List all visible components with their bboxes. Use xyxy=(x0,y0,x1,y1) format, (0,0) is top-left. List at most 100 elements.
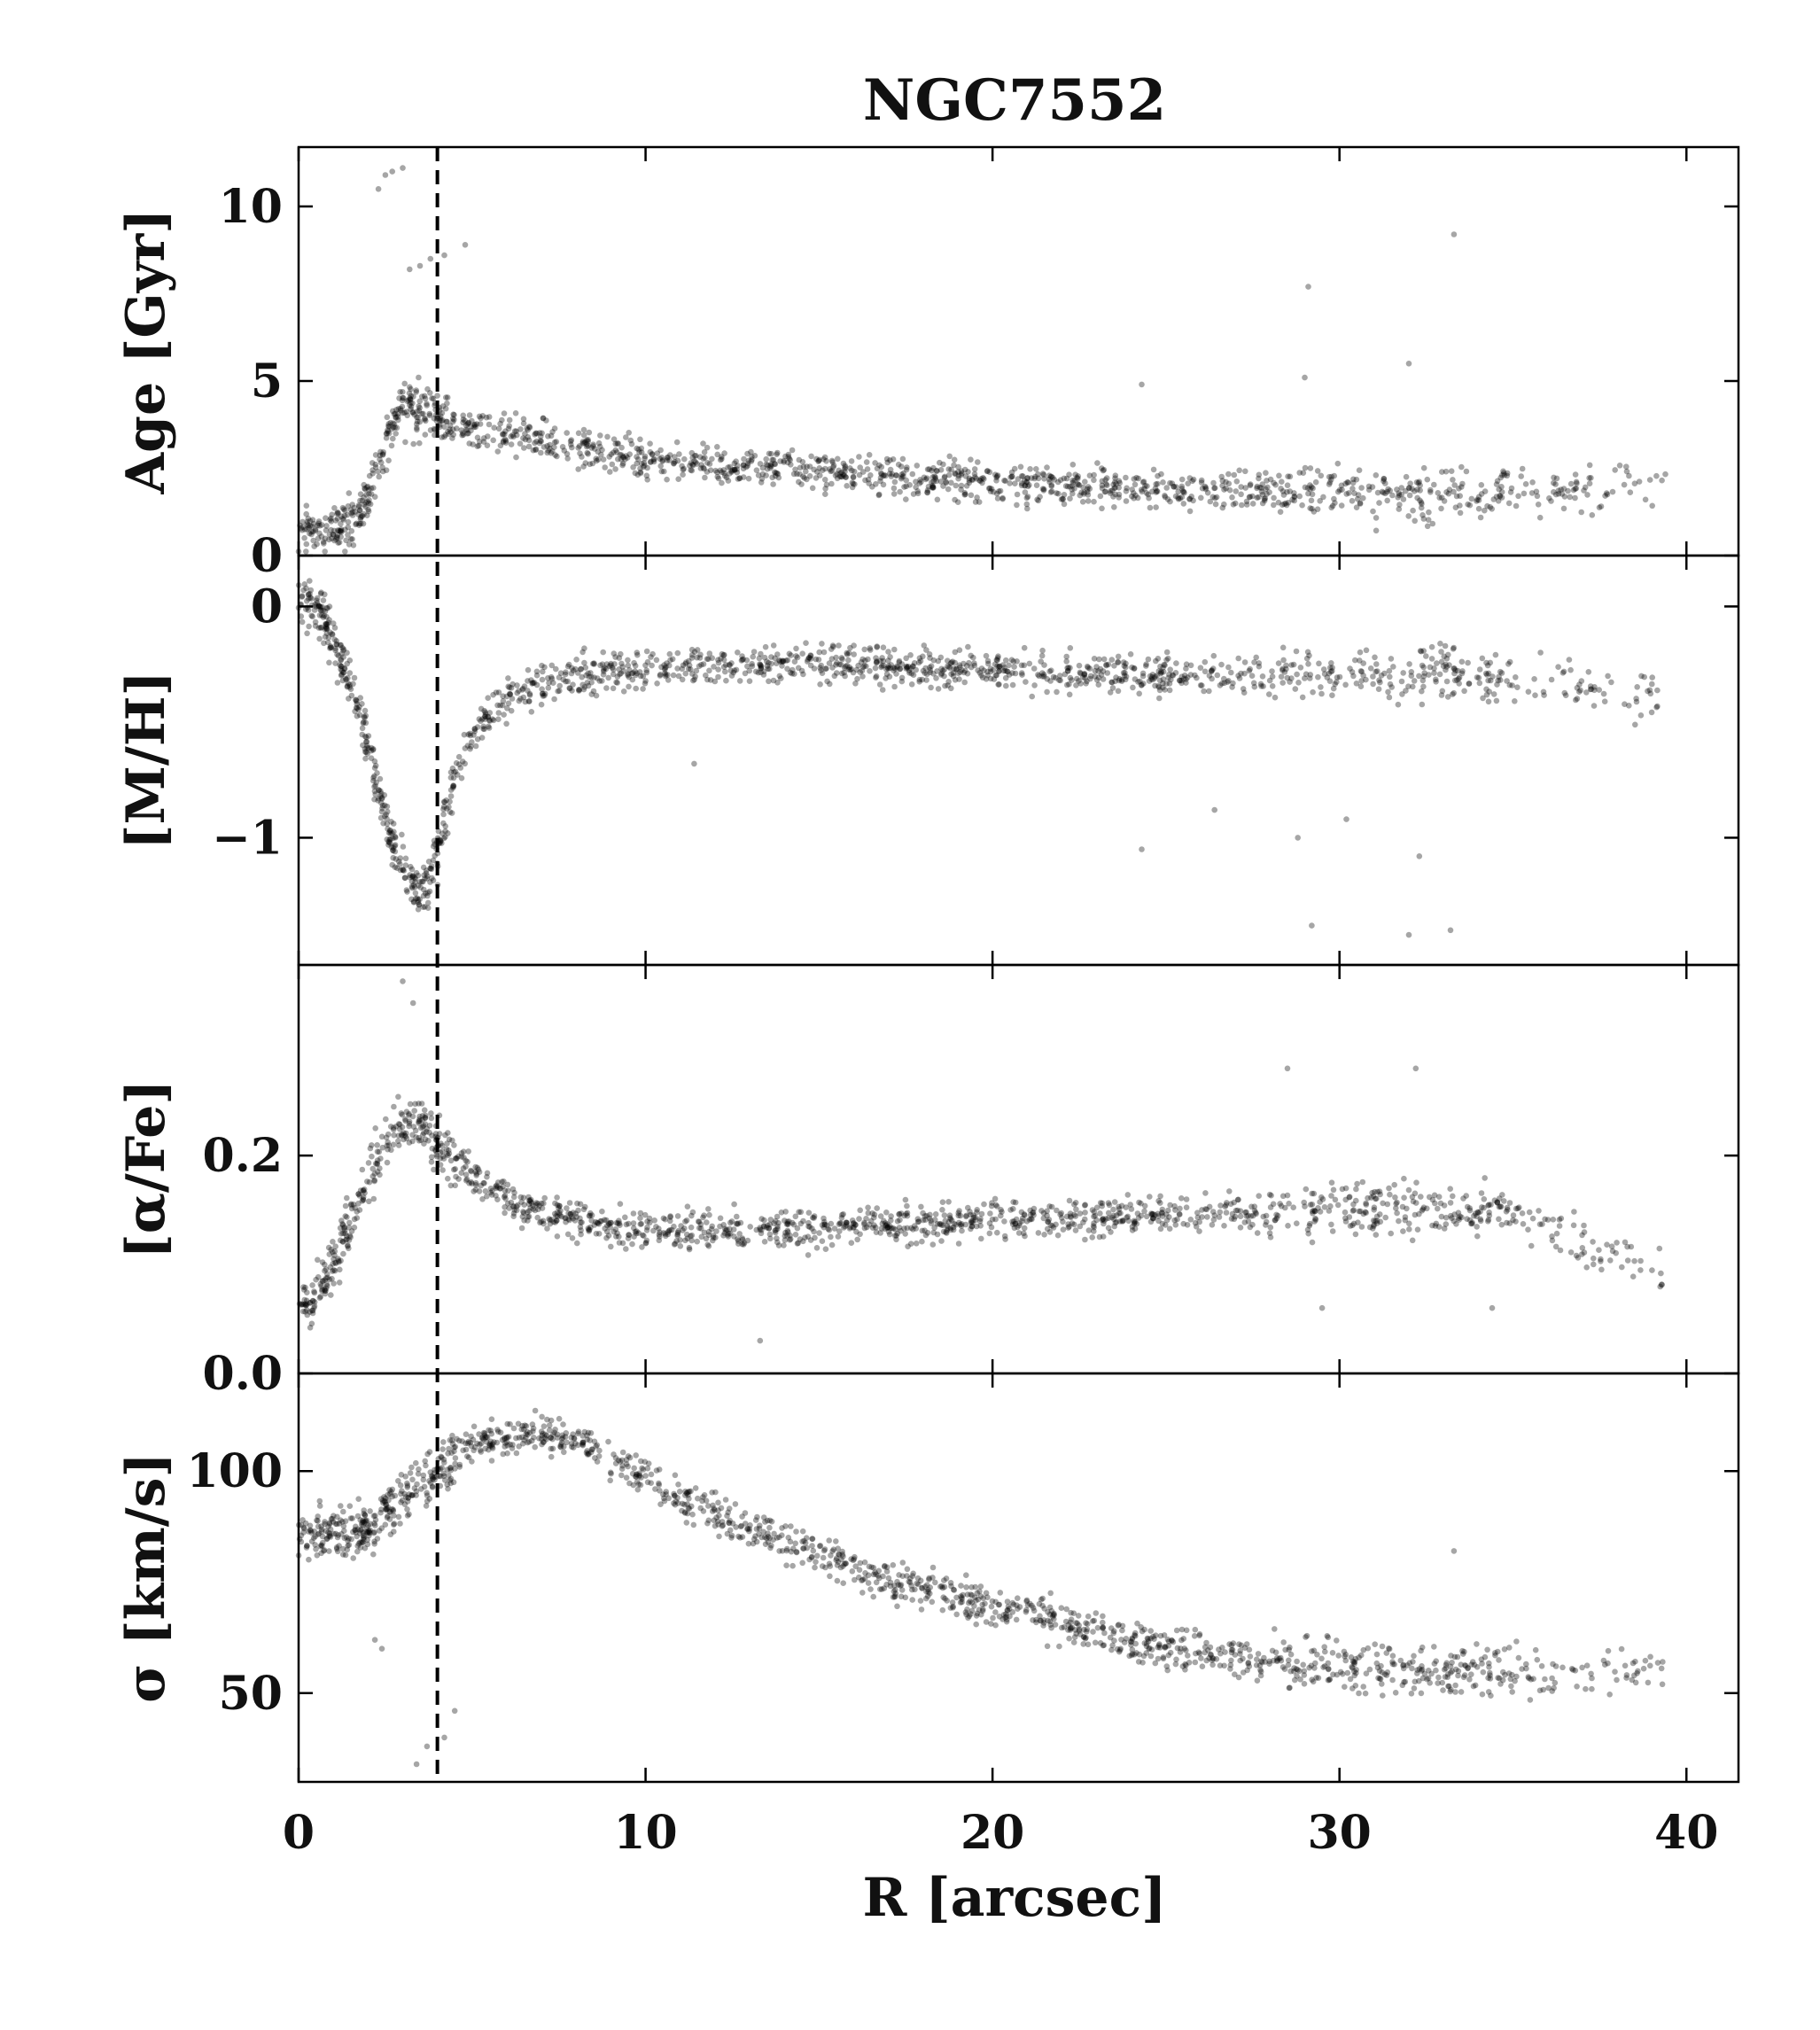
data-point xyxy=(620,688,627,695)
data-point xyxy=(675,1227,681,1234)
data-point xyxy=(1008,469,1015,476)
data-point xyxy=(828,1233,834,1241)
data-point xyxy=(1326,678,1334,684)
data-point xyxy=(1334,674,1341,681)
data-point xyxy=(394,410,401,417)
data-point xyxy=(953,666,960,673)
data-point xyxy=(1092,673,1099,680)
y-tick-label: 0 xyxy=(251,529,283,583)
data-point xyxy=(1424,523,1431,530)
data-point xyxy=(1183,1196,1190,1202)
data-point xyxy=(1202,483,1209,490)
data-point xyxy=(1374,489,1381,496)
data-point xyxy=(705,1243,712,1249)
data-point xyxy=(1382,1214,1388,1221)
data-point xyxy=(1263,486,1269,493)
data-point xyxy=(1513,1218,1519,1225)
data-point xyxy=(500,439,507,446)
data-point xyxy=(1411,678,1418,684)
data-point xyxy=(1445,490,1452,497)
data-point xyxy=(1271,479,1277,486)
data-point xyxy=(650,458,657,465)
data-point xyxy=(1017,463,1024,471)
data-point xyxy=(524,425,530,432)
data-point xyxy=(1443,489,1450,495)
data-point xyxy=(1394,1199,1400,1206)
data-point xyxy=(1498,489,1505,495)
data-point xyxy=(357,497,363,504)
data-point xyxy=(782,453,789,460)
data-point xyxy=(945,1199,952,1205)
data-point xyxy=(1284,674,1291,681)
data-point xyxy=(408,406,414,412)
data-point xyxy=(1185,480,1191,486)
data-point xyxy=(338,533,345,541)
data-point xyxy=(1427,489,1434,495)
data-point xyxy=(1586,462,1593,469)
data-point xyxy=(556,1202,563,1209)
data-point xyxy=(714,444,720,450)
data-point xyxy=(1419,512,1426,518)
data-point xyxy=(797,1236,804,1242)
data-point xyxy=(344,511,351,518)
data-point xyxy=(1048,1203,1055,1210)
data-point xyxy=(424,402,431,408)
data-point xyxy=(1085,1613,1092,1620)
data-point xyxy=(836,642,842,649)
data-point xyxy=(497,420,503,427)
data-point xyxy=(717,467,723,474)
data-point xyxy=(806,463,813,470)
data-point xyxy=(348,509,355,517)
data-point xyxy=(817,681,823,688)
data-point xyxy=(1480,695,1486,702)
data-point xyxy=(817,665,823,671)
data-point xyxy=(420,1132,426,1138)
data-point xyxy=(679,676,686,683)
outlier-point xyxy=(1451,231,1458,237)
data-point xyxy=(1060,1218,1066,1225)
data-point xyxy=(1326,481,1333,487)
data-point xyxy=(884,1221,891,1227)
data-point xyxy=(788,652,794,658)
data-point xyxy=(1363,647,1370,654)
data-point xyxy=(1165,655,1171,662)
data-point xyxy=(525,426,531,433)
data-point xyxy=(322,634,329,640)
data-point xyxy=(359,1166,366,1173)
outlier-point xyxy=(1305,284,1311,290)
data-point xyxy=(723,474,730,481)
data-point xyxy=(581,684,588,690)
data-point xyxy=(1097,665,1104,673)
data-point xyxy=(1437,1200,1444,1207)
data-point xyxy=(893,671,899,677)
data-point xyxy=(677,1243,684,1249)
data-point xyxy=(1035,471,1041,478)
data-point xyxy=(1294,1220,1300,1226)
data-point xyxy=(1591,703,1598,709)
data-point xyxy=(349,536,355,542)
data-point xyxy=(856,1216,862,1222)
data-point xyxy=(1027,466,1033,472)
data-point xyxy=(771,469,778,476)
data-point xyxy=(924,487,931,494)
data-point xyxy=(540,690,546,697)
data-point xyxy=(451,411,457,418)
data-point xyxy=(338,520,344,527)
data-point xyxy=(1104,482,1110,488)
data-point xyxy=(1031,475,1038,482)
data-point xyxy=(659,458,665,464)
data-point xyxy=(928,1220,935,1226)
data-point xyxy=(316,635,323,642)
data-point xyxy=(381,792,388,798)
data-point xyxy=(626,1220,632,1227)
data-point xyxy=(1091,1209,1098,1215)
data-point xyxy=(1424,1205,1430,1212)
data-point xyxy=(1108,657,1116,663)
data-point xyxy=(400,394,406,401)
data-point xyxy=(1394,1209,1400,1217)
data-point xyxy=(1438,1213,1445,1220)
data-point xyxy=(423,1112,429,1119)
data-point xyxy=(576,688,582,694)
data-point xyxy=(1428,656,1435,662)
data-point xyxy=(1031,682,1038,688)
